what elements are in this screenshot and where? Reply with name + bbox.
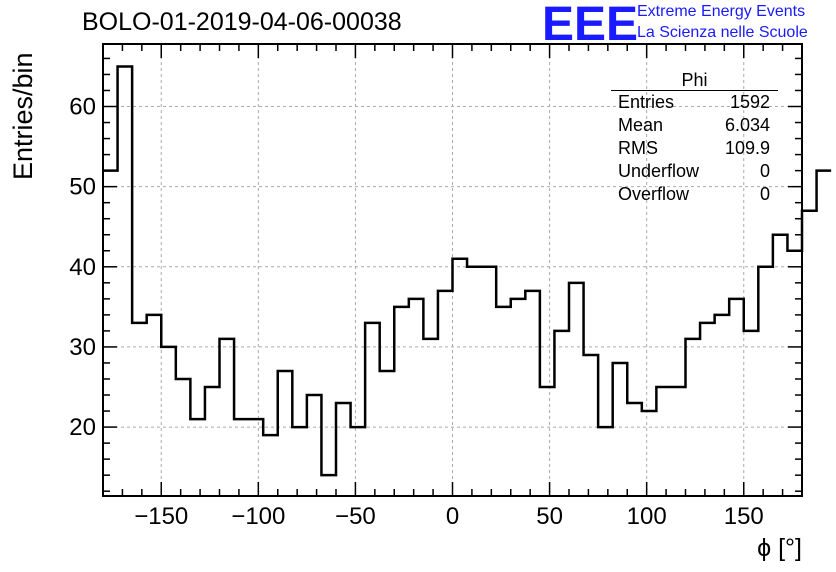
tick-labels: −150 −100 −50 0 50 100 150 20 30 40 50 60	[69, 94, 763, 530]
eee-logo-mark: EEE	[542, 0, 638, 46]
logo-line-2: La Scienza nelle Scuole	[637, 24, 808, 41]
histogram-bin	[627, 403, 642, 496]
histogram-bin	[147, 315, 162, 496]
histogram-bin	[540, 387, 555, 496]
y-tick-label: 20	[69, 414, 96, 441]
histogram-bin	[467, 267, 482, 496]
histogram-bin	[351, 427, 366, 496]
stats-value: 6.034	[724, 115, 770, 135]
histogram-bin	[802, 211, 817, 496]
histogram-outline	[103, 65, 832, 477]
stats-label: Mean	[618, 115, 664, 135]
x-tick-label: −100	[231, 503, 285, 530]
histogram-bin	[511, 299, 526, 496]
histogram-bin	[584, 355, 599, 496]
histogram-bin	[817, 171, 832, 496]
histogram-bin	[613, 363, 628, 496]
histogram-bin	[190, 419, 205, 496]
y-axis-label: Entries/bin	[8, 52, 38, 180]
stats-label: Underflow	[618, 161, 700, 181]
x-tick-label: 50	[536, 503, 563, 530]
histogram-bin	[307, 395, 322, 496]
histogram-bin	[482, 267, 497, 496]
histogram-bin	[176, 379, 191, 496]
histogram-bin	[409, 299, 424, 496]
histogram-bin	[278, 371, 293, 496]
histogram-bin	[496, 307, 511, 496]
histogram-bin	[729, 299, 744, 496]
stats-value: 0	[759, 161, 770, 181]
x-axis-label: ϕ [°]	[757, 534, 802, 562]
histogram-bin	[205, 387, 220, 496]
histogram-bin	[642, 411, 657, 496]
histogram-bin	[249, 419, 264, 496]
histogram-bin	[365, 323, 380, 496]
chart-title: BOLO-01-2019-04-06-00038	[82, 8, 402, 36]
stats-label: RMS	[618, 138, 658, 158]
histogram-bin	[758, 267, 773, 496]
x-tick-label: −50	[335, 503, 376, 530]
histogram-bin	[263, 435, 278, 496]
stats-label: Overflow	[618, 184, 690, 204]
histogram-bin	[554, 331, 569, 496]
eee-logo: EEE	[542, 0, 638, 46]
histogram-bin	[700, 323, 715, 496]
logo-line-1: Extreme Energy Events	[637, 3, 806, 20]
stats-row-mean: Mean 6.034	[611, 114, 778, 137]
histogram-bars	[103, 65, 832, 496]
x-tick-label: 150	[724, 503, 764, 530]
histogram-bin	[234, 419, 249, 496]
histogram-bin	[336, 403, 351, 496]
axis-ticks	[102, 44, 803, 496]
y-tick-label: 60	[69, 94, 96, 121]
histogram-bin	[394, 307, 409, 496]
histogram-bin	[380, 371, 395, 496]
stats-value: 0	[759, 184, 770, 204]
histogram-bin	[220, 339, 235, 496]
stats-value: 1592	[729, 92, 770, 112]
y-tick-label: 50	[69, 174, 96, 201]
y-tick-label: 40	[69, 254, 96, 281]
stats-value: 109.9	[724, 138, 770, 158]
stats-row-entries: Entries 1592	[611, 91, 778, 114]
histogram-bin	[569, 283, 584, 496]
stats-row-overflow: Overflow 0	[611, 183, 778, 206]
histogram-bin	[132, 323, 147, 496]
histogram-bin	[118, 66, 133, 496]
histogram-bin	[453, 259, 468, 496]
x-tick-label: −150	[134, 503, 188, 530]
x-tick-label: 100	[627, 503, 667, 530]
histogram-bin	[598, 427, 613, 496]
histogram-bin	[773, 235, 788, 496]
stats-box: Phi Entries 1592 Mean 6.034 RMS 109.9 Under…	[611, 68, 778, 206]
stats-row-underflow: Underflow 0	[611, 160, 778, 183]
histogram-bin	[438, 291, 453, 496]
histogram-bin	[686, 339, 701, 496]
histogram-bin	[525, 291, 540, 496]
y-tick-label: 30	[69, 334, 96, 361]
stats-row-rms: RMS 109.9	[611, 137, 778, 160]
x-tick-label: 0	[446, 503, 459, 530]
histogram-bin	[423, 339, 438, 496]
histogram-bin	[671, 387, 686, 496]
histogram-bin	[715, 315, 730, 496]
histogram-bin	[321, 475, 336, 496]
stats-title: Phi	[611, 68, 778, 91]
histogram-bin	[744, 331, 759, 496]
histogram-bin	[292, 427, 307, 496]
histogram-bin	[161, 347, 176, 496]
stats-label: Entries	[618, 92, 675, 112]
histogram-bin	[656, 387, 671, 496]
